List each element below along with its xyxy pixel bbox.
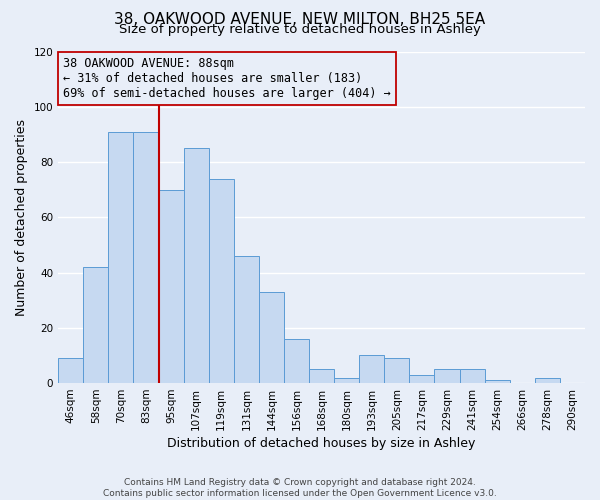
Bar xyxy=(485,380,510,383)
Bar xyxy=(434,370,460,383)
Bar xyxy=(259,292,284,383)
Bar xyxy=(158,190,184,383)
Text: Size of property relative to detached houses in Ashley: Size of property relative to detached ho… xyxy=(119,22,481,36)
Bar xyxy=(58,358,83,383)
Bar xyxy=(109,132,133,383)
Bar xyxy=(133,132,158,383)
Text: 38 OAKWOOD AVENUE: 88sqm
← 31% of detached houses are smaller (183)
69% of semi-: 38 OAKWOOD AVENUE: 88sqm ← 31% of detach… xyxy=(63,57,391,100)
Bar xyxy=(284,339,309,383)
Bar xyxy=(535,378,560,383)
Bar xyxy=(209,178,234,383)
Text: Contains HM Land Registry data © Crown copyright and database right 2024.
Contai: Contains HM Land Registry data © Crown c… xyxy=(103,478,497,498)
Bar xyxy=(359,356,385,383)
Bar xyxy=(334,378,359,383)
Bar xyxy=(184,148,209,383)
Bar xyxy=(234,256,259,383)
X-axis label: Distribution of detached houses by size in Ashley: Distribution of detached houses by size … xyxy=(167,437,476,450)
Text: 38, OAKWOOD AVENUE, NEW MILTON, BH25 5EA: 38, OAKWOOD AVENUE, NEW MILTON, BH25 5EA xyxy=(115,12,485,28)
Bar xyxy=(385,358,409,383)
Y-axis label: Number of detached properties: Number of detached properties xyxy=(15,119,28,316)
Bar xyxy=(460,370,485,383)
Bar xyxy=(309,370,334,383)
Bar xyxy=(409,375,434,383)
Bar xyxy=(83,267,109,383)
